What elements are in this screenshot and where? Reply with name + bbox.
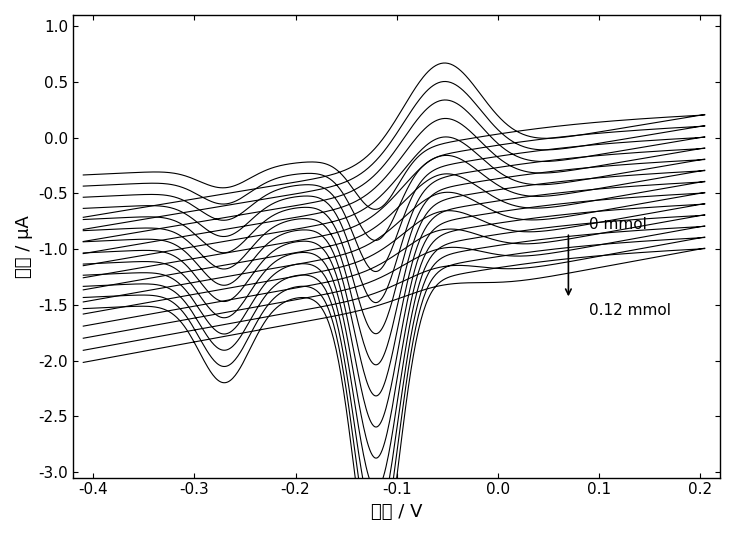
Y-axis label: 电流 / μA: 电流 / μA bbox=[15, 215, 33, 278]
Text: 0 mmol: 0 mmol bbox=[589, 217, 647, 232]
X-axis label: 电压 / V: 电压 / V bbox=[371, 503, 423, 521]
Text: 0.12 mmol: 0.12 mmol bbox=[589, 303, 670, 318]
